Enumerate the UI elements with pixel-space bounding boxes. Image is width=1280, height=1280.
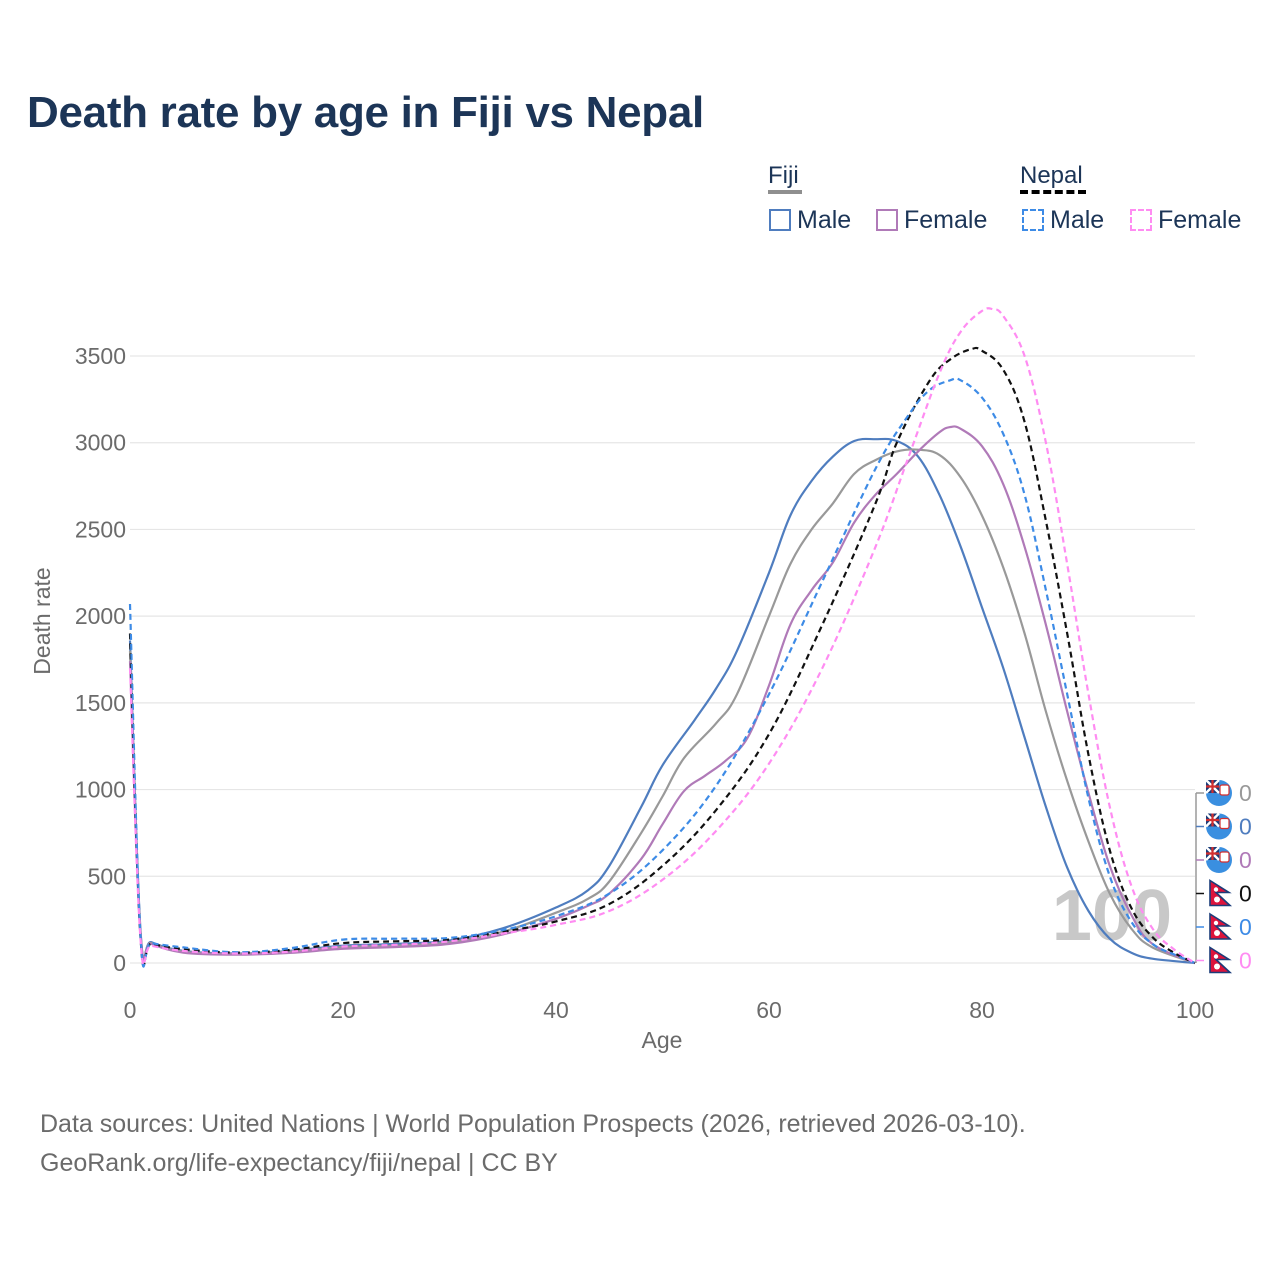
y-tick-label: 1500: [75, 690, 126, 716]
series-line-nepal-female[interactable]: [128, 307, 1196, 966]
x-tick-label: 0: [124, 997, 137, 1023]
series-line-nepal-male[interactable]: [128, 377, 1196, 968]
x-tick-labels: 0 20 40 60 80 100: [124, 997, 1215, 1023]
end-label-value: 0: [1239, 948, 1252, 974]
legend-swatch-fiji-male: [769, 209, 791, 231]
y-tick-label: 500: [88, 863, 126, 889]
chart-title: Death rate by age in Fiji vs Nepal: [27, 88, 704, 137]
legend-label-nepal-female: Female: [1158, 205, 1242, 234]
legend-item-nepal-female[interactable]: Female: [1130, 205, 1241, 235]
x-tick-label: 100: [1176, 997, 1214, 1023]
x-tick-label: 20: [330, 997, 356, 1023]
fiji-flag-icon: [1205, 846, 1232, 873]
series-line-fiji-both[interactable]: [128, 448, 1196, 965]
legend-group-nepal-line: [1020, 190, 1086, 194]
end-label-value: 0: [1239, 780, 1252, 806]
series-line-fiji-female[interactable]: [128, 425, 1196, 965]
end-label-value: 0: [1239, 847, 1252, 873]
nepal-flag-icon: [1206, 946, 1233, 974]
legend-label-fiji-female: Female: [904, 205, 988, 234]
y-axis-title: Death rate: [29, 567, 55, 674]
legend-item-fiji-female[interactable]: Female: [876, 205, 987, 235]
y-tick-labels: 0 500 1000 1500 2000 2500 3000 3500: [75, 343, 126, 976]
end-label-value: 0: [1239, 881, 1252, 907]
x-tick-label: 40: [543, 997, 569, 1023]
legend-item-fiji-male[interactable]: Male: [769, 205, 851, 235]
legend-group-fiji-line: [768, 190, 802, 194]
series-line-fiji-male[interactable]: [128, 437, 1196, 965]
source-line-2[interactable]: GeoRank.org/life-expectancy/fiji/nepal |…: [40, 1149, 558, 1177]
nepal-flag-icon: [1206, 912, 1233, 940]
legend-item-nepal-male[interactable]: Male: [1022, 205, 1104, 235]
legend-swatch-nepal-female: [1130, 209, 1152, 231]
source-note: Data sources: United Nations | World Pop…: [40, 1105, 1026, 1183]
y-tick-label: 3500: [75, 343, 126, 369]
end-label-value: 0: [1239, 814, 1252, 840]
y-tick-label: 2500: [75, 516, 126, 542]
legend-group-fiji[interactable]: Fiji: [768, 162, 799, 189]
x-axis-title: Age: [642, 1027, 683, 1053]
fiji-flag-icon: [1205, 812, 1232, 840]
legend-group-nepal[interactable]: Nepal: [1020, 162, 1083, 189]
x-tick-label: 80: [969, 997, 995, 1023]
nepal-flag-icon: [1206, 879, 1233, 907]
fiji-flag-icon: [1205, 779, 1232, 806]
y-tick-label: 2000: [75, 603, 126, 629]
end-label-value: 0: [1239, 914, 1252, 940]
legend-label-nepal-male: Male: [1050, 205, 1105, 234]
series-lines: [128, 307, 1196, 968]
source-line-1: Data sources: United Nations | World Pop…: [40, 1110, 1026, 1138]
y-tick-label: 3000: [75, 430, 126, 456]
legend-swatch-nepal-male: [1022, 209, 1044, 231]
legend-swatch-fiji-female: [876, 209, 898, 231]
legend-label-fiji-male: Male: [797, 205, 852, 234]
y-tick-label: 0: [113, 950, 126, 976]
x-tick-label: 60: [756, 997, 782, 1023]
series-line-nepal-both[interactable]: [128, 346, 1196, 967]
end-labels: 0 0 0 0 0 0: [1195, 779, 1252, 974]
y-tick-label: 1000: [75, 777, 126, 803]
grid-lines: [130, 355, 1195, 964]
